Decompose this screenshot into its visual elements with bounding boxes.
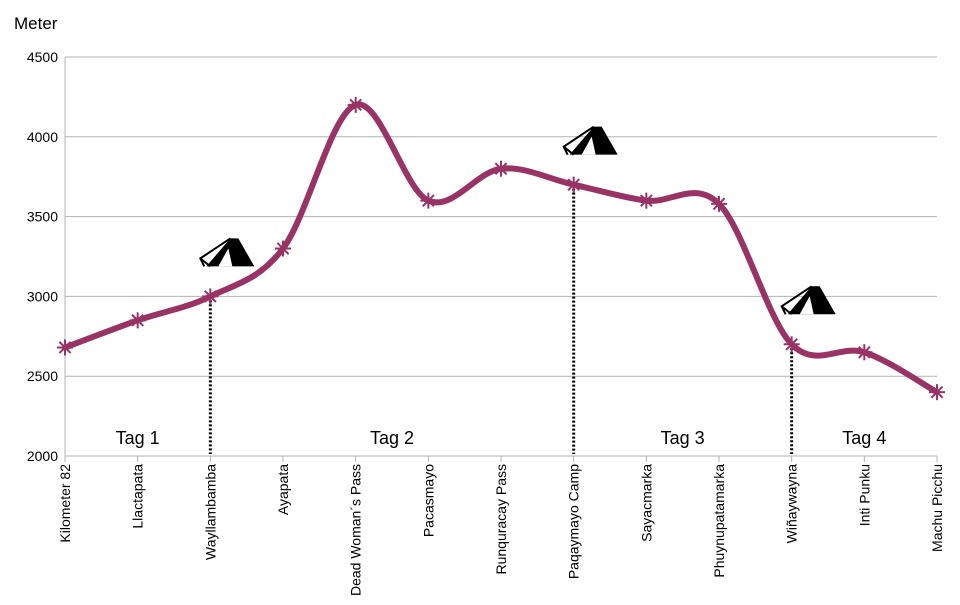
y-axis-label: Meter bbox=[14, 14, 58, 33]
day-label: Tag 2 bbox=[370, 428, 414, 448]
y-tick-label: 3500 bbox=[27, 209, 58, 225]
tent-icon bbox=[780, 285, 836, 316]
series-line-group bbox=[62, 101, 940, 396]
data-point bbox=[420, 192, 437, 209]
tent-icon bbox=[562, 125, 618, 156]
y-tick-labels: 2000 2500 3000 3500 4000 4500 bbox=[27, 49, 58, 464]
tent-icon bbox=[199, 237, 255, 268]
tent-guyline bbox=[780, 285, 813, 316]
data-point bbox=[202, 288, 219, 305]
data-point-stroke bbox=[640, 194, 653, 207]
day-dividers bbox=[208, 184, 794, 454]
x-tick-label: Ayapata bbox=[275, 464, 291, 515]
x-tick-labels: Kilometer 82 Llactapata Wayllambamba Ayapat… bbox=[57, 464, 945, 596]
y-tick-label: 3000 bbox=[27, 288, 58, 304]
tent-body bbox=[569, 126, 618, 155]
day-label: Tag 4 bbox=[842, 428, 886, 448]
data-point bbox=[57, 339, 73, 356]
data-point-stroke bbox=[712, 197, 726, 211]
tent-guyline bbox=[199, 237, 231, 268]
data-point bbox=[275, 240, 291, 257]
data-point-stroke bbox=[276, 242, 290, 255]
data-point-stroke bbox=[422, 194, 435, 207]
data-point-stroke bbox=[494, 162, 508, 176]
y-tick-label: 2000 bbox=[27, 448, 58, 464]
data-point bbox=[347, 96, 364, 113]
x-tick-label: Runquracay Pass bbox=[493, 464, 509, 575]
x-tick-label: Paqaymayo Camp bbox=[566, 464, 582, 579]
day-label: Tag 3 bbox=[661, 428, 705, 448]
tent-body bbox=[206, 238, 255, 267]
data-point bbox=[129, 312, 146, 329]
day-label: Tag 1 bbox=[116, 428, 160, 448]
y-tick-label: 4000 bbox=[27, 129, 58, 145]
data-point-stroke bbox=[204, 290, 217, 303]
data-point bbox=[856, 344, 873, 361]
day-labels: Tag 1 Tag 2 Tag 3 Tag 4 bbox=[116, 428, 887, 448]
data-point bbox=[638, 192, 655, 209]
x-tick-label: Dead Woman´s Pass bbox=[348, 464, 364, 596]
data-points bbox=[57, 96, 945, 401]
data-point bbox=[565, 176, 582, 193]
y-tick-label: 4500 bbox=[27, 49, 58, 65]
data-point-stroke bbox=[349, 98, 362, 112]
x-tick-label: Phuynupatamarka bbox=[711, 464, 727, 578]
data-point bbox=[711, 195, 727, 212]
x-tick-label: Wayllambamba bbox=[202, 464, 218, 560]
data-point-stroke bbox=[858, 345, 871, 359]
data-point-stroke bbox=[785, 337, 798, 351]
x-tick-label: Llactapata bbox=[130, 464, 146, 529]
tent-door bbox=[581, 136, 596, 155]
data-point bbox=[929, 384, 945, 401]
tent-guyline bbox=[562, 125, 595, 156]
data-point-stroke bbox=[567, 178, 580, 191]
data-point-stroke bbox=[131, 314, 144, 327]
x-tick-label: Kilometer 82 bbox=[57, 464, 73, 543]
grid-lines bbox=[64, 56, 938, 462]
tent-body bbox=[787, 286, 836, 315]
tent-door bbox=[799, 296, 814, 315]
x-tick-label: Inti Punku bbox=[856, 464, 872, 526]
data-point bbox=[493, 160, 509, 177]
x-tick-label: Machu Picchu bbox=[929, 464, 945, 552]
tent-door bbox=[218, 248, 233, 267]
series-line bbox=[62, 101, 940, 396]
x-tick-label: Sayacmarka bbox=[638, 464, 654, 542]
y-tick-label: 2500 bbox=[27, 368, 58, 384]
x-tick-label: Pacasmayo bbox=[420, 464, 436, 537]
data-point-stroke bbox=[58, 341, 72, 354]
camp-markers bbox=[199, 125, 836, 316]
data-point-stroke bbox=[930, 385, 944, 399]
x-tick-label: Wiñaywayna bbox=[784, 464, 800, 544]
data-point bbox=[783, 336, 800, 353]
